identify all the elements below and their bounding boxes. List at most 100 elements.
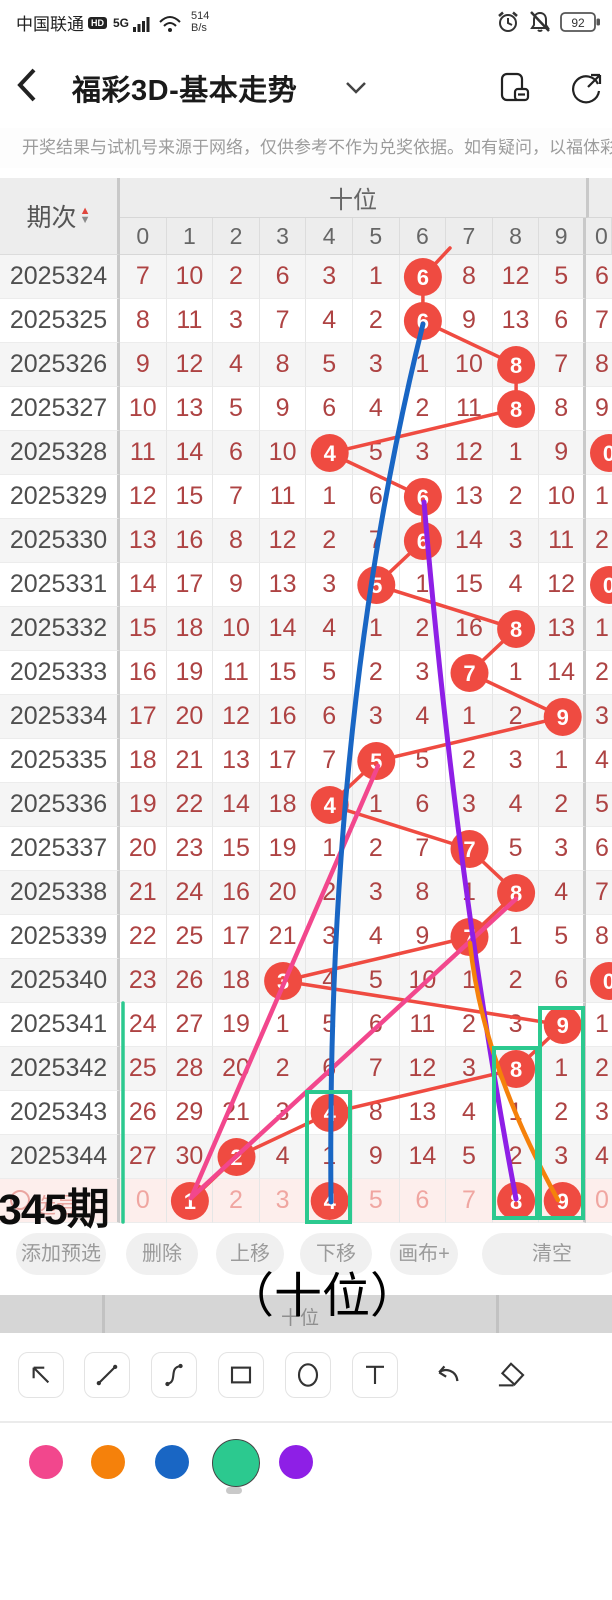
trend-cell[interactable]: 24	[166, 871, 214, 915]
digit-header[interactable]: 5	[352, 218, 400, 255]
trend-cell[interactable]: 21	[120, 871, 167, 915]
trend-cell[interactable]: 12	[492, 255, 540, 299]
trend-cell[interactable]: 6	[306, 1047, 353, 1091]
trend-cell[interactable]: 7	[446, 827, 493, 871]
trend-cell[interactable]: 27	[166, 1003, 214, 1047]
trend-cell[interactable]: 13	[399, 1091, 447, 1135]
eraser-tool-icon[interactable]	[488, 1352, 534, 1398]
title-dropdown-caret[interactable]	[345, 81, 367, 95]
trend-cell[interactable]: 16	[213, 871, 260, 915]
trend-cell[interactable]: 4	[492, 563, 540, 607]
trend-cell[interactable]: 1	[259, 1003, 307, 1047]
action-button-清空[interactable]: 清空	[482, 1233, 612, 1275]
trend-cell[interactable]: 17	[120, 695, 167, 739]
trend-cell[interactable]: 27	[120, 1135, 167, 1179]
trend-cell[interactable]: 3	[306, 915, 353, 959]
trend-cell[interactable]: 13	[259, 563, 307, 607]
trend-cell[interactable]: 15	[166, 475, 214, 519]
trend-cell[interactable]: 8	[213, 519, 260, 563]
trend-cell[interactable]: 7	[446, 1179, 493, 1223]
digit-header[interactable]: 2	[213, 218, 260, 255]
trend-cell[interactable]: 6	[399, 255, 447, 299]
trend-cell[interactable]: 5	[213, 387, 260, 431]
trend-cell[interactable]: 1	[352, 607, 400, 651]
trend-cell[interactable]: 6	[352, 1003, 400, 1047]
trend-cell[interactable]: 7	[120, 255, 167, 299]
curve-tool-icon[interactable]	[151, 1352, 197, 1398]
trend-cell[interactable]: 6	[352, 475, 400, 519]
trend-cell[interactable]: 4	[539, 871, 586, 915]
trend-cell[interactable]: 12	[539, 563, 586, 607]
action-button-上移[interactable]: 上移	[216, 1233, 284, 1275]
trend-cell[interactable]: 17	[213, 915, 260, 959]
trend-cell[interactable]: 7	[306, 739, 353, 783]
digit-header[interactable]: 0	[120, 218, 167, 255]
palette-color-blue[interactable]	[155, 1445, 189, 1479]
palette-color-orange[interactable]	[91, 1445, 125, 1479]
trend-cell[interactable]: 22	[166, 783, 214, 827]
trend-cell[interactable]: 1	[446, 959, 493, 1003]
trend-cell[interactable]: 14	[446, 519, 493, 563]
trend-cell[interactable]: 3	[446, 1047, 493, 1091]
trend-cell[interactable]: 8	[492, 1179, 540, 1223]
trend-cell[interactable]: 1	[492, 915, 540, 959]
trend-cell[interactable]: 9	[213, 563, 260, 607]
floating-window-icon[interactable]	[498, 71, 532, 105]
trend-cell[interactable]: 18	[166, 607, 214, 651]
trend-cell[interactable]: 1	[539, 739, 586, 783]
trend-cell[interactable]: 4	[213, 343, 260, 387]
trend-cell[interactable]: 5	[399, 739, 447, 783]
trend-cell[interactable]: 20	[166, 695, 214, 739]
digit-header[interactable]: 9	[539, 218, 586, 255]
digit-header[interactable]: 1	[166, 218, 214, 255]
trend-cell[interactable]: 1	[306, 1135, 353, 1179]
trend-cell[interactable]: 23	[166, 827, 214, 871]
trend-cell[interactable]: 20	[120, 827, 167, 871]
digit-header[interactable]: 4	[306, 218, 353, 255]
trend-cell[interactable]: 2	[352, 827, 400, 871]
action-button-画布+[interactable]: 画布+	[390, 1233, 458, 1275]
trend-cell[interactable]: 3	[539, 1135, 586, 1179]
trend-cell[interactable]: 6	[306, 387, 353, 431]
trend-cell[interactable]: 7	[352, 519, 400, 563]
trend-cell[interactable]: 21	[213, 1091, 260, 1135]
trend-cell[interactable]: 4	[446, 1091, 493, 1135]
trend-cell[interactable]: 18	[259, 783, 307, 827]
trend-cell[interactable]: 2	[213, 255, 260, 299]
trend-cell[interactable]: 2	[492, 1135, 540, 1179]
trend-cell[interactable]: 4	[306, 959, 353, 1003]
trend-cell[interactable]: 20	[259, 871, 307, 915]
trend-cell[interactable]: 19	[166, 651, 214, 695]
trend-cell[interactable]: 2	[492, 959, 540, 1003]
trend-cell[interactable]: 1	[166, 1179, 214, 1223]
drag-handle[interactable]	[226, 1487, 242, 1494]
trend-cell[interactable]: 8	[492, 1047, 540, 1091]
trend-cell[interactable]: 11	[259, 475, 307, 519]
trend-cell[interactable]: 8	[352, 1091, 400, 1135]
trend-cell[interactable]: 16	[120, 651, 167, 695]
trend-cell[interactable]: 6	[539, 959, 586, 1003]
trend-cell[interactable]: 23	[120, 959, 167, 1003]
trend-cell[interactable]: 3	[446, 783, 493, 827]
trend-cell[interactable]: 4	[259, 1135, 307, 1179]
trend-cell[interactable]: 1	[492, 651, 540, 695]
trend-cell[interactable]: 7	[446, 915, 493, 959]
trend-cell[interactable]: 3	[352, 871, 400, 915]
trend-cell[interactable]: 6	[399, 519, 447, 563]
trend-cell[interactable]: 2	[492, 695, 540, 739]
trend-cell[interactable]: 9	[399, 915, 447, 959]
trend-cell[interactable]: 11	[213, 651, 260, 695]
trend-cell[interactable]: 3	[492, 1003, 540, 1047]
palette-color-pink[interactable]	[29, 1445, 63, 1479]
trend-cell[interactable]: 2	[306, 871, 353, 915]
trend-cell[interactable]: 5	[446, 1135, 493, 1179]
trend-cell[interactable]: 8	[492, 607, 540, 651]
trend-cell[interactable]: 12	[259, 519, 307, 563]
trend-cell[interactable]: 10	[120, 387, 167, 431]
trend-cell[interactable]: 17	[259, 739, 307, 783]
back-button[interactable]	[16, 67, 38, 103]
trend-cell[interactable]: 19	[120, 783, 167, 827]
trend-cell[interactable]: 6	[399, 1179, 447, 1223]
trend-cell[interactable]: 14	[166, 431, 214, 475]
period-column-header[interactable]: 期次 ▲ ▼	[0, 178, 120, 255]
